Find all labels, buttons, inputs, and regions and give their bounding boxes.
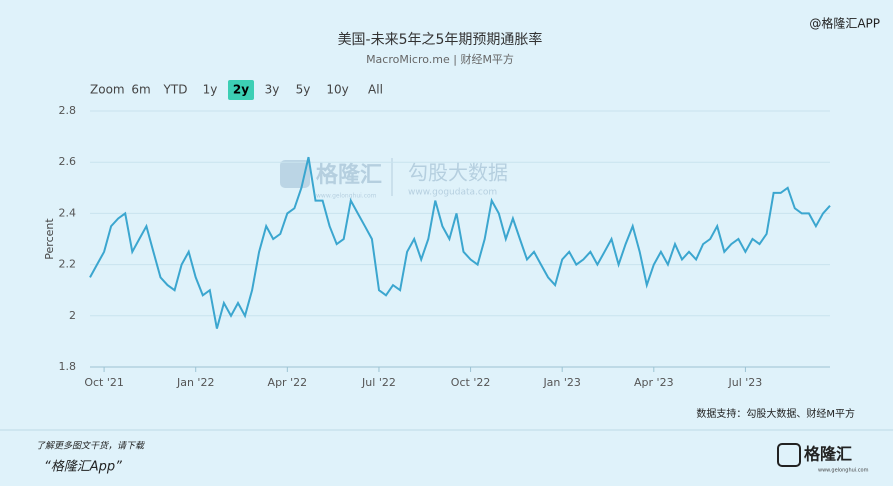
- range-button-label[interactable]: 3y: [265, 83, 280, 97]
- source: 数据支持：勾股大数据、财经M平方: [696, 407, 855, 420]
- range-buttons: 6m YTD 1y 2y 3y 5y 10y All: [131, 80, 383, 100]
- footer-line2: “格隆汇App”: [44, 460, 122, 475]
- range-button-label[interactable]: YTD: [163, 83, 188, 97]
- x-tick-label: Jan '22: [176, 376, 214, 389]
- y-tick-label: 2.8: [59, 104, 77, 117]
- watermark-brand-url: www.gelonghui.com: [316, 193, 377, 200]
- y-tick-label: 2.6: [59, 155, 77, 168]
- range-button-label[interactable]: 10y: [326, 83, 348, 97]
- y-tick-label: 2.2: [59, 258, 77, 271]
- x-tick-label: Jul '23: [728, 376, 763, 389]
- watermark-url: www.gogudata.com: [408, 188, 497, 198]
- y-tick-label: 1.8: [59, 360, 77, 373]
- range-button-label[interactable]: 6m: [131, 83, 150, 97]
- range-button-label[interactable]: 2y: [233, 83, 249, 97]
- chart-title: 美国-未来5年之5年期预期通胀率: [338, 31, 543, 48]
- x-tick-label: Jan '23: [542, 376, 580, 389]
- zoom-label: Zoom: [90, 83, 125, 97]
- y-tick-label: 2: [69, 309, 76, 322]
- top-tag: @格隆汇APP: [809, 16, 880, 31]
- range-button-label[interactable]: 5y: [296, 83, 311, 97]
- range-button-label[interactable]: 1y: [203, 83, 218, 97]
- footer-logo-url: www.gelonghui.com: [818, 468, 869, 474]
- y-axis-label: Percent: [43, 218, 56, 260]
- range-button-label[interactable]: All: [368, 83, 383, 97]
- y-tick-label: 2.4: [59, 206, 77, 219]
- x-tick-label: Jul '22: [361, 376, 396, 389]
- x-tick-label: Oct '21: [84, 376, 124, 389]
- watermark-name: 勾股大数据: [408, 161, 508, 185]
- chart-subtitle: MacroMicro.me | 财经M平方: [366, 52, 514, 66]
- watermark: 格隆汇 www.gelonghui.com 勾股大数据 www.gogudata…: [280, 158, 508, 200]
- footer-line1: 了解更多图文干货，请下载: [36, 441, 145, 452]
- footer-logo: 格隆汇: [804, 445, 852, 464]
- footer-logo-icon: [777, 443, 801, 467]
- x-tick-label: Apr '22: [268, 376, 308, 389]
- line: [89, 156, 831, 329]
- watermark-brand: 格隆汇: [316, 162, 382, 188]
- range-button[interactable]: [228, 80, 254, 100]
- x-tick-label: Oct '22: [451, 376, 491, 389]
- x-tick-label: Apr '23: [634, 376, 674, 389]
